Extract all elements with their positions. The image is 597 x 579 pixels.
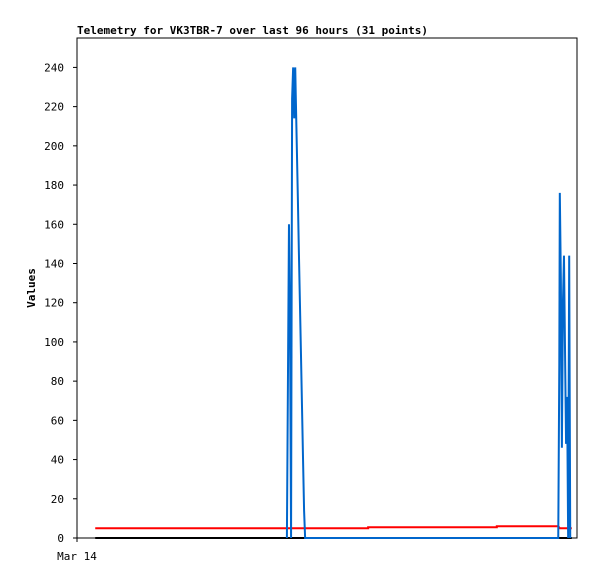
- y-tick-label: 140: [44, 257, 64, 270]
- chart-title: Telemetry for VK3TBR-7 over last 96 hour…: [77, 24, 428, 37]
- y-tick-label: 20: [51, 493, 64, 506]
- y-axis-label: Values: [25, 268, 38, 308]
- y-tick-label: 40: [51, 454, 64, 467]
- series-line: [285, 67, 572, 539]
- y-tick-label: 80: [51, 375, 64, 388]
- y-tick-label: 220: [44, 101, 64, 114]
- plot-frame: [76, 37, 578, 539]
- series-line: [95, 525, 572, 530]
- y-tick-label: 100: [44, 336, 64, 349]
- y-tick-label: 180: [44, 179, 64, 192]
- y-tick-label: 200: [44, 140, 64, 153]
- y-tick-label: 160: [44, 218, 64, 231]
- y-tick-label: 0: [57, 532, 64, 545]
- x-tick-label: Mar 14: [57, 550, 97, 563]
- y-tick-label: 120: [44, 297, 64, 310]
- y-tick-label: 240: [44, 61, 64, 74]
- y-tick-label: 60: [51, 414, 64, 427]
